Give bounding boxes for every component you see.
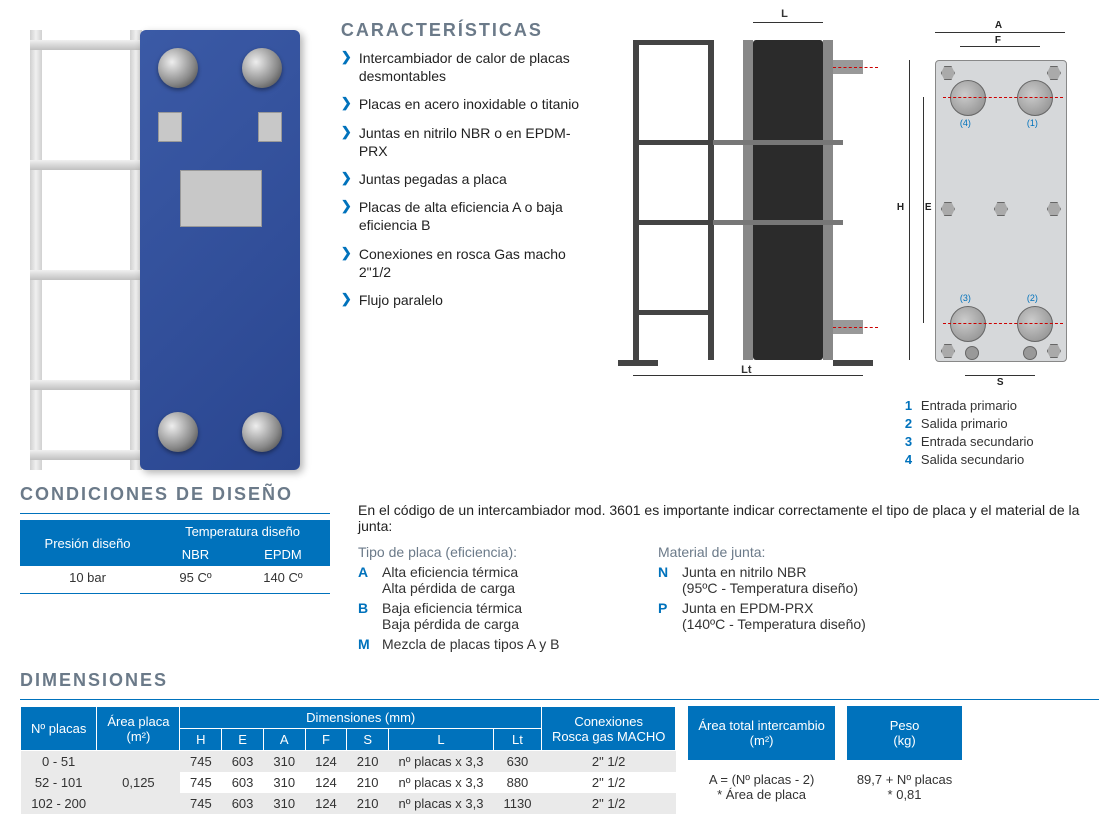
front-diagram: A F (4) (1) (3) (2) — [905, 30, 1095, 390]
dim-label-L: L — [781, 8, 788, 20]
code-intro: En el código de un intercambiador mod. 3… — [358, 502, 1099, 534]
feature-item: Placas en acero inoxidable o titanio — [341, 95, 593, 113]
plate-type-title: Tipo de placa (eficiencia): — [358, 544, 618, 560]
feature-item: Intercambiador de calor de placas desmon… — [341, 49, 593, 85]
features-list: Intercambiador de calor de placas desmon… — [341, 49, 593, 309]
conditions-table: Presión diseño Temperatura diseño NBR EP… — [20, 520, 330, 589]
feature-item: Conexiones en rosca Gas macho 2"1/2 — [341, 245, 593, 281]
dim-label-Lt: Lt — [741, 364, 751, 376]
feature-item: Flujo paralelo — [341, 291, 593, 309]
dimensions-table: Nº placas Área placa (m²) Dimensiones (m… — [20, 706, 676, 814]
gasket-title: Material de junta: — [658, 544, 938, 560]
features-title: CARACTERÍSTICAS — [341, 20, 593, 41]
weight-formula-box: Peso(kg) 89,7 + Nº placas* 0,81 — [847, 706, 962, 814]
side-diagram: L Lt — [613, 20, 883, 380]
product-photo — [20, 20, 320, 480]
feature-item: Placas de alta eficiencia A o baja efici… — [341, 198, 593, 234]
feature-item: Juntas en nitrilo NBR o en EPDM-PRX — [341, 124, 593, 160]
area-formula-box: Área total intercambio(m²) A = (Nº placa… — [688, 706, 834, 814]
feature-item: Juntas pegadas a placa — [341, 170, 593, 188]
port-legend: 1Entrada primario 2Salida primario 3Entr… — [905, 398, 1099, 467]
dimensions-title: DIMENSIONES — [20, 670, 1099, 691]
conditions-title: CONDICIONES DE DISEÑO — [20, 484, 330, 505]
